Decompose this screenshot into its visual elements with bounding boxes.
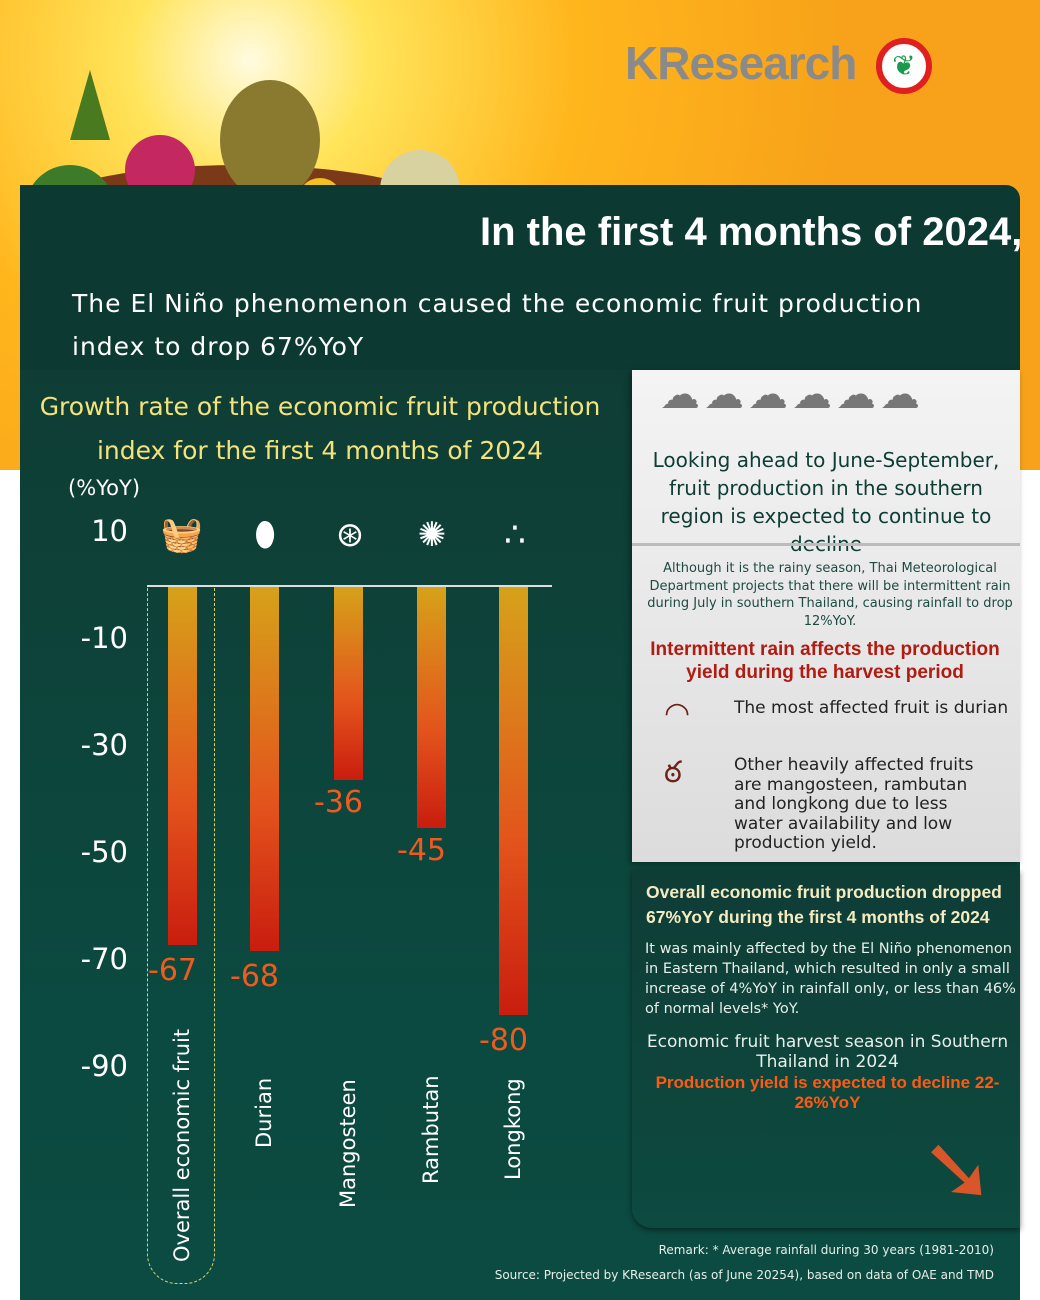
rain-impact-heading: Intermittent rain affects the production…	[650, 639, 1000, 683]
rambutan-icon: ✺	[417, 515, 447, 555]
y-tick-label: 10	[91, 513, 128, 548]
value-label: -68	[230, 958, 279, 994]
outlook-paragraph: Although it is the rainy season, Thai Me…	[647, 561, 1013, 629]
overall-highlight-outline	[147, 586, 215, 1284]
kresearch-logo: KResearch	[625, 37, 857, 89]
summary-heading: Overall economic fruit production droppe…	[646, 882, 1002, 927]
down-trend-arrow-icon: ➘	[920, 1117, 996, 1222]
value-label: -36	[314, 784, 363, 820]
bar-durian	[250, 587, 279, 951]
durian-icon: ⬮	[254, 515, 276, 555]
bar-rambutan	[417, 587, 446, 828]
category-label: Longkong	[501, 1078, 525, 1180]
value-label: -67	[148, 953, 197, 989]
category-label: Overall economic fruit	[170, 1028, 194, 1262]
page-subtitle: The El Niño phenomenon caused the econom…	[72, 289, 923, 361]
bar-overall-economic-fruit	[168, 587, 197, 946]
remark: Remark: * Average rainfall during 30 yea…	[658, 1243, 994, 1257]
y-tick-label: -30	[80, 727, 128, 762]
header-band	[20, 185, 1020, 370]
bar-longkong	[499, 587, 528, 1015]
value-label: -80	[479, 1023, 528, 1058]
y-tick-label: -70	[80, 941, 128, 976]
category-label: Mangosteen	[336, 1079, 360, 1208]
chart-title: Growth rate of the economic fruit produc…	[39, 392, 601, 465]
category-label: Rambutan	[419, 1075, 443, 1184]
page-title: In the first 4 months of 2024,	[480, 210, 1023, 254]
kbank-leaf-icon: ❦	[876, 38, 932, 94]
summary-panel	[632, 870, 1020, 1228]
harvest-caption: Economic fruit harvest season in Souther…	[646, 1032, 1009, 1072]
outlook-heading: Looking ahead to June-September, fruit p…	[652, 448, 1000, 556]
most-affected-text: The most affected fruit is durian	[734, 698, 1009, 718]
y-axis-label: (%YoY)	[68, 476, 141, 500]
summary-paragraph: It was mainly affected by the El Niño ph…	[645, 941, 1016, 1017]
fruits-outline-icon: ఠ	[664, 755, 682, 790]
zero-axis-line	[147, 585, 552, 587]
mangosteen-icon: ⊛	[335, 515, 365, 555]
divider	[632, 543, 1020, 546]
y-tick-label: -10	[80, 620, 128, 655]
longkong-icon: ∴	[504, 515, 526, 555]
other-affected-text: Other heavily affected fruits are mangos…	[734, 755, 974, 853]
outlook-panel	[632, 370, 1020, 862]
value-label: -45	[397, 832, 446, 868]
durian-slice-icon: ◠	[664, 696, 691, 731]
category-label: Durian	[252, 1077, 276, 1148]
y-tick-label: -90	[80, 1048, 128, 1083]
rain-cloud-icon: ☁☁☁☁☁☁	[660, 372, 924, 418]
fruit-basket-icon: 🧺	[160, 515, 204, 555]
y-tick-label: -50	[80, 834, 128, 869]
source: Source: Projected by KResearch (as of Ju…	[494, 1268, 994, 1282]
bar-mangosteen	[334, 587, 363, 780]
harvest-outlook: Production yield is expected to decline …	[655, 1073, 1000, 1112]
